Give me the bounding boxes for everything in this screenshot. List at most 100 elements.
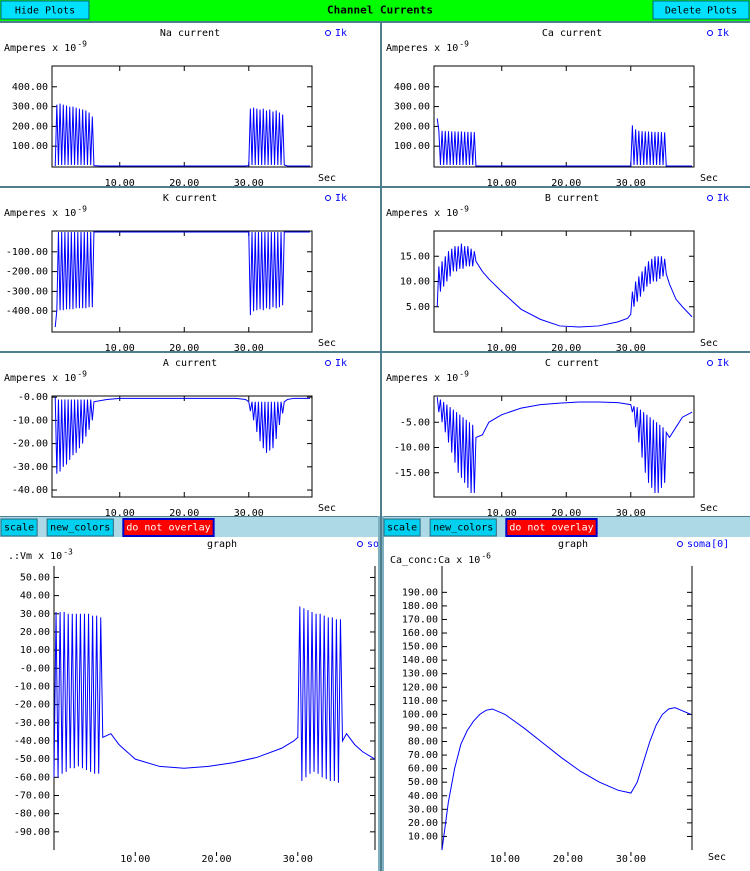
- y-tick-label: -10.00: [394, 443, 430, 454]
- y-tick-label: 70.00: [408, 750, 438, 761]
- y-axis-exponent: -6: [481, 552, 491, 561]
- y-tick-label: -70.00: [14, 790, 50, 801]
- panel-divider-line: [380, 516, 382, 871]
- series-line: [436, 396, 693, 493]
- x-tick-label: 30.00: [616, 343, 646, 354]
- y-tick-label: 20.00: [20, 627, 50, 638]
- toolbar-button-label[interactable]: new_colors: [433, 523, 493, 534]
- series-line: [436, 243, 693, 328]
- x-tick-label: 10.00: [490, 854, 520, 865]
- y-tick-label: -300.00: [6, 286, 48, 297]
- toolbar-button-label[interactable]: scale: [387, 523, 417, 534]
- series-line: [441, 707, 691, 851]
- y-tick-label: 15.00: [400, 251, 430, 262]
- y-tick-label: 100.00: [402, 709, 438, 720]
- plot-panel: K current Amperes x 10 -9 Sec -100.00 -200.00…: [4, 193, 347, 354]
- toolbar-button-label[interactable]: scale: [4, 523, 34, 534]
- plot-panel: A current Amperes x 10 -9 Sec -0.00 -10.00 -20…: [4, 358, 347, 519]
- y-tick-label: 100.00: [394, 141, 430, 152]
- x-tick-label: 20.00: [169, 508, 199, 519]
- y-tick-label: 20.00: [408, 818, 438, 829]
- y-tick-label: 400.00: [394, 82, 430, 93]
- y-axis-label: Amperes x 10: [386, 373, 458, 384]
- separator: [0, 351, 750, 353]
- legend-label: Ik: [717, 28, 729, 39]
- x-tick-label: 20.00: [201, 854, 231, 865]
- x-tick-label: 20.00: [169, 178, 199, 189]
- legend-label: Ik: [335, 28, 347, 39]
- x-tick-label: 20.00: [169, 343, 199, 354]
- y-axis-exponent: -9: [459, 205, 469, 214]
- y-tick-label: -90.00: [14, 827, 50, 838]
- x-axis-label: Sec: [700, 173, 718, 184]
- title-bar: [0, 0, 750, 21]
- y-axis-exponent: -9: [77, 370, 87, 379]
- x-tick-label: 30.00: [234, 178, 264, 189]
- x-tick-label: 30.00: [616, 178, 646, 189]
- toolbar-button[interactable]: [383, 518, 421, 537]
- y-tick-label: -5.00: [400, 417, 430, 428]
- x-axis-label: Sec: [708, 852, 726, 863]
- plot-title: C current: [545, 358, 599, 369]
- y-tick-label: -0.00: [20, 663, 50, 674]
- hide-plots-label[interactable]: Hide Plots: [15, 6, 75, 17]
- hide-plots-button[interactable]: [0, 0, 90, 20]
- plot-title: graph: [207, 539, 237, 550]
- x-tick-label: 10.00: [487, 508, 517, 519]
- y-axis-label: Amperes x 10: [386, 208, 458, 219]
- legend-marker: [707, 195, 713, 201]
- y-tick-label: 10.00: [408, 831, 438, 842]
- x-tick-label: 10.00: [105, 178, 135, 189]
- plot-title: B current: [545, 193, 599, 204]
- y-axis-label: .:Vm x 10: [8, 551, 62, 562]
- toolbar-button[interactable]: [122, 518, 215, 537]
- y-tick-label: 80.00: [408, 737, 438, 748]
- separator: [0, 516, 750, 517]
- y-tick-label: 60.00: [408, 764, 438, 775]
- y-tick-label: 40.00: [20, 591, 50, 602]
- y-tick-label: 180.00: [402, 601, 438, 612]
- plot-title: Na current: [160, 28, 220, 39]
- series-line: [54, 103, 311, 167]
- y-tick-label: 90.00: [408, 723, 438, 734]
- toolbar-button-label[interactable]: do not overlay: [126, 523, 210, 534]
- y-tick-label: -10.00: [14, 681, 50, 692]
- y-tick-label: 100.00: [12, 141, 48, 152]
- y-axis-label: Amperes x 10: [4, 208, 76, 219]
- series-line: [54, 231, 311, 328]
- legend-label: Ik: [717, 358, 729, 369]
- y-tick-label: -50.00: [14, 754, 50, 765]
- delete-plots-button[interactable]: [652, 0, 750, 20]
- y-tick-label: -400.00: [6, 306, 48, 317]
- y-tick-label: 30.00: [20, 609, 50, 620]
- y-tick-label: 300.00: [12, 102, 48, 113]
- toolbar-button[interactable]: [429, 518, 497, 537]
- plot-panel: graph .:Vm x 10 -3 50.00 40.00 30.00 20.00 10.0…: [8, 539, 378, 865]
- plot-panel: C current Amperes x 10 -9 Sec -5.00 -10.00 -15…: [386, 358, 729, 519]
- delete-plots-label[interactable]: Delete Plots: [665, 6, 737, 17]
- y-tick-label: 130.00: [402, 669, 438, 680]
- y-tick-label: 40.00: [408, 791, 438, 802]
- plot-panel: Na current Amperes x 10 -9 Sec 100.00 200.00 3…: [4, 28, 347, 189]
- y-tick-label: 50.00: [20, 572, 50, 583]
- separator: [0, 186, 750, 188]
- x-tick-label: 10.00: [487, 343, 517, 354]
- x-tick-label: 20.00: [551, 343, 581, 354]
- toolbar-button-label[interactable]: new_colors: [50, 523, 110, 534]
- y-axis-exponent: -3: [63, 548, 73, 557]
- toolbar-button[interactable]: [0, 518, 38, 537]
- toolbar-button[interactable]: [505, 518, 598, 537]
- x-tick-label: 30.00: [283, 854, 313, 865]
- y-tick-label: 10.00: [20, 645, 50, 656]
- x-tick-label: 30.00: [234, 343, 264, 354]
- y-tick-label: 300.00: [394, 102, 430, 113]
- y-tick-label: -200.00: [6, 267, 48, 278]
- y-tick-label: -60.00: [14, 772, 50, 783]
- separator: [0, 21, 750, 23]
- toolbar-button-label[interactable]: do not overlay: [509, 523, 593, 534]
- series-line: [436, 118, 693, 167]
- y-tick-label: -80.00: [14, 809, 50, 820]
- legend-label: soma[0]: [687, 539, 729, 550]
- toolbar-button[interactable]: [46, 518, 114, 537]
- y-tick-label: -40.00: [14, 736, 50, 747]
